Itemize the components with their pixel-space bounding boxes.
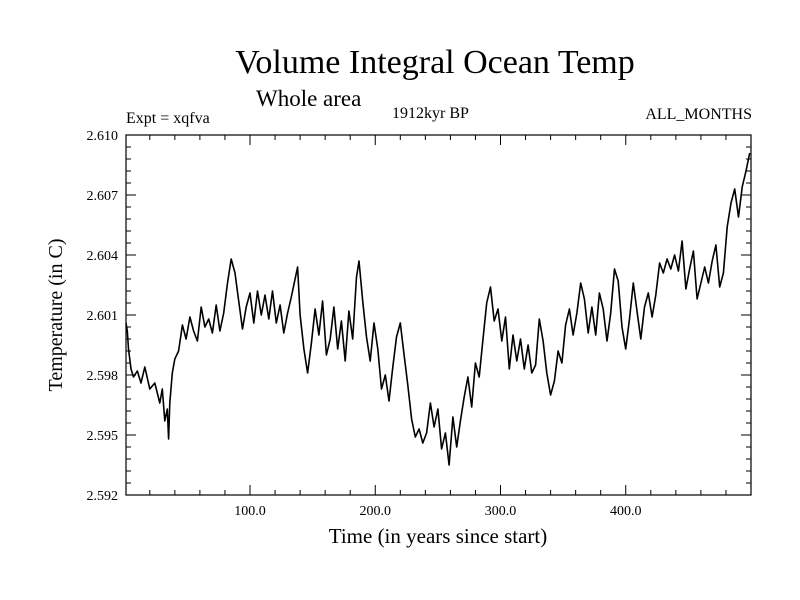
x-tick-label: 200.0: [359, 504, 391, 519]
y-tick-labels: 2.592 2.595 2.598 2.601 2.604 2.607 2.610: [87, 129, 119, 504]
series-line: [125, 152, 751, 466]
y-axis-label: Temperature (in C): [45, 239, 67, 392]
y-axis: [126, 146, 751, 484]
season-label: ALL_MONTHS: [645, 106, 752, 123]
x-tick-label: 400.0: [610, 504, 642, 519]
y-tick-label: 2.604: [87, 249, 119, 264]
chart-title: Volume Integral Ocean Temp: [235, 44, 635, 81]
y-tick-label: 2.607: [87, 189, 119, 204]
x-tick-label: 100.0: [234, 504, 266, 519]
y-tick-label: 2.601: [87, 309, 119, 324]
plot-frame: [125, 134, 752, 496]
chart-subtitle: Whole area: [256, 86, 362, 111]
x-tick-labels: 100.0 200.0 300.0 400.0: [234, 504, 641, 519]
y-tick-label: 2.598: [87, 369, 119, 384]
period-label: 1912kyr BP: [392, 105, 469, 122]
y-tick-label: 2.610: [87, 129, 119, 144]
x-tick-label: 300.0: [485, 504, 517, 519]
x-axis: [149, 135, 727, 495]
y-tick-label: 2.595: [87, 429, 119, 444]
y-tick-label: 2.592: [87, 489, 119, 504]
x-axis-label: Time (in years since start): [329, 524, 548, 548]
experiment-label: Expt = xqfva: [126, 110, 210, 127]
